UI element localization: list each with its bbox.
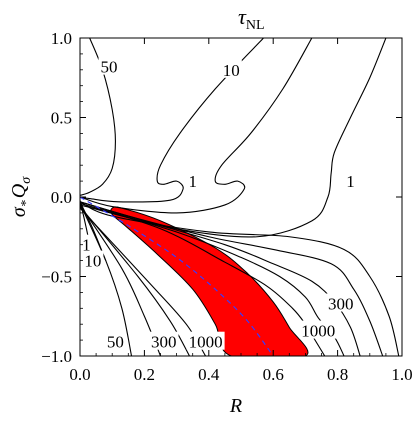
contour-label-background	[80, 234, 93, 253]
x-tick-label: 0.0	[69, 365, 90, 384]
x-tick-label: 0.2	[134, 365, 155, 384]
contour-label-background	[149, 331, 179, 350]
contour-label-0: 50	[98, 56, 120, 77]
y-axis-label-sigma: σ	[8, 206, 30, 217]
contour-line-1000-13	[80, 206, 190, 356]
contour-label-10: 1000	[299, 320, 338, 341]
contour-label-text: 1000	[189, 333, 223, 352]
contour-label-text: 50	[107, 333, 124, 352]
y-axis-label-q: Q	[8, 183, 30, 198]
contour-label-text: 300	[151, 333, 177, 352]
contour-line-50-11	[80, 203, 133, 356]
contour-label-7: 300	[149, 331, 179, 352]
contour-label-4: 1	[80, 234, 93, 255]
y-axis-label-sigma-sub: σ	[19, 176, 34, 184]
x-axis-label: R	[229, 395, 242, 417]
contour-label-text: 1000	[301, 322, 335, 341]
region-layer	[110, 206, 309, 356]
contour-label-8: 1000	[186, 331, 225, 352]
contour-label-text: 50	[101, 58, 118, 77]
contour-label-text: 1	[82, 236, 91, 255]
x-tick-label: 1.0	[391, 365, 412, 384]
chart-title-subscript: NL	[246, 18, 265, 33]
contour-label-6: 50	[104, 331, 126, 352]
x-tick-label: 0.4	[198, 365, 220, 384]
y-tick-label: −0.5	[41, 268, 72, 287]
y-axis-label-star: *	[19, 200, 34, 207]
contour-label-background	[326, 293, 356, 312]
chart-title-main: τ	[238, 4, 247, 29]
y-tick-label: −1.0	[41, 347, 72, 366]
contour-label-background	[186, 331, 225, 350]
dashed-reference-line	[80, 196, 274, 356]
contour-label-background	[344, 171, 357, 190]
contour-label-5: 10	[82, 250, 104, 271]
contour-label-text: 300	[328, 295, 354, 314]
x-tick-label: 0.8	[327, 365, 348, 384]
contour-label-text: 10	[84, 252, 101, 271]
x-tick-label: 0.6	[263, 365, 284, 384]
contour-label-2: 1	[186, 171, 199, 191]
y-tick-label: 1.0	[51, 29, 72, 48]
contour-label-background	[82, 250, 104, 269]
contour-line-50-4	[80, 201, 400, 356]
dashed-layer	[80, 196, 274, 356]
contour-label-background	[104, 331, 126, 350]
contour-label-9: 300	[326, 293, 356, 314]
chart-title: τNL	[238, 4, 265, 33]
contour-label-background	[186, 171, 199, 190]
contour-line-1-3	[80, 38, 387, 238]
contour-label-text: 1	[188, 172, 197, 191]
contour-line-1000-6	[80, 201, 361, 356]
y-axis-label: σ*Qσ	[8, 176, 34, 217]
contour-label-background	[220, 59, 242, 78]
contour-label-1: 10	[220, 59, 242, 80]
contour-line-10-1	[80, 38, 264, 203]
contour-line-1-2	[80, 38, 313, 214]
contour-label-background	[299, 320, 338, 339]
y-tick-label: 0.0	[51, 188, 72, 207]
y-tick-label: 0.5	[51, 109, 72, 128]
y-axis: 1.0 0.5 0.0 −0.5 −1.0	[41, 29, 402, 366]
contour-label-background	[98, 56, 120, 75]
x-axis: 0.0 0.2 0.4 0.6 0.8 1.0	[69, 38, 413, 384]
feasible-region	[110, 206, 309, 356]
contour-label-text: 1	[346, 172, 355, 191]
contour-label-text: 10	[223, 61, 240, 80]
contour-label-3: 1	[344, 171, 357, 191]
